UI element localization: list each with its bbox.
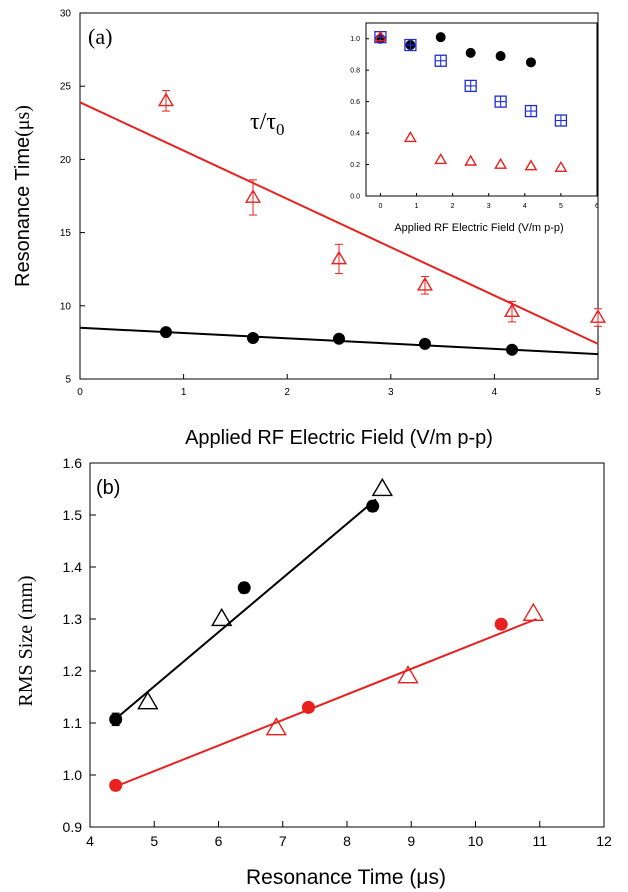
data-point: [366, 499, 380, 513]
y-tick-label: 25: [60, 82, 72, 93]
data-point: [465, 47, 476, 58]
y-tick-label: 5: [65, 375, 71, 386]
data-point: [330, 250, 348, 265]
inset-plot-area: [365, 22, 598, 197]
data-point: [333, 332, 345, 345]
y-tick-label: 0.6: [350, 99, 360, 106]
data-point: [247, 332, 260, 345]
inset-y-axis-title-sub: 0: [276, 120, 285, 139]
panel-b-label: (b): [96, 477, 120, 499]
panel-a-y-axis-title-main: Resonance Time: [12, 137, 34, 287]
x-tick-label: 5: [559, 203, 563, 210]
x-tick-label: 12: [596, 833, 612, 849]
data-point: [418, 337, 431, 350]
data-point: [464, 154, 478, 166]
x-tick-label: 3: [487, 203, 491, 210]
data-point: [157, 92, 175, 107]
y-tick-label: 0.2: [350, 162, 360, 169]
x-tick-label: 0: [77, 387, 83, 398]
x-tick-label: 4: [86, 833, 94, 849]
fit-line: [115, 498, 377, 720]
inset: 0 1 2 3 4 5 6 0.0 0.2 0.4 0.6 0.8 1.0 Applied RF Ele…: [250, 22, 599, 234]
panel-a-plot-area: [79, 12, 599, 380]
y-tick-label: 0.0: [350, 193, 360, 200]
data-point: [495, 51, 506, 62]
x-tick-label: 5: [595, 387, 601, 398]
data-point: [237, 581, 251, 595]
data-point: [494, 157, 508, 169]
x-tick-label: 4: [492, 387, 498, 398]
y-tick-label: 1.2: [63, 663, 83, 679]
y-tick-label: 1.6: [63, 455, 83, 471]
x-tick-label: 0: [378, 203, 382, 210]
data-point: [416, 276, 434, 291]
panel-b: 4 5 6 7 8 9 10 11 12 0.9 1.0 1.1 1.2 1.3 1.4 1.5 1.6 (b)…: [15, 455, 612, 889]
y-tick-label: 0.4: [350, 131, 360, 138]
panel-b-x-axis-title: Resonance Time (μs): [246, 866, 446, 889]
x-tick-label: 8: [343, 833, 351, 849]
y-tick-label: 1.3: [63, 611, 83, 627]
inset-x-axis-title: Applied RF Electric Field (V/m p-p): [394, 222, 563, 234]
data-point: [397, 665, 419, 684]
y-tick-label: 1.4: [63, 559, 83, 575]
x-tick-label: 1: [181, 387, 187, 398]
x-tick-label: 1: [415, 203, 419, 210]
data-point: [265, 717, 287, 736]
data-point: [554, 160, 568, 172]
inset-y-axis-title-main: τ/τ: [250, 109, 276, 135]
data-point: [435, 32, 446, 43]
data-point: [373, 30, 387, 42]
y-tick-label: 10: [60, 301, 72, 312]
data-point: [434, 153, 448, 165]
data-point: [244, 189, 262, 203]
x-tick-label: 9: [407, 833, 415, 849]
data-point: [525, 57, 536, 68]
data-point: [301, 700, 315, 714]
data-point: [506, 343, 519, 356]
x-tick-label: 2: [284, 387, 290, 398]
fit-line: [115, 618, 537, 788]
x-tick-label: 3: [388, 387, 394, 398]
y-tick-label: 1.5: [63, 507, 83, 523]
data-point: [589, 309, 607, 323]
y-tick-label: 30: [60, 9, 72, 20]
panel-a-x-axis-title: Applied RF Electric Field (V/m p-p): [185, 427, 493, 449]
panel-a-y-axis-title: Resonance Time(μs): [12, 105, 34, 287]
x-tick-label: 2: [451, 203, 455, 210]
data-point: [109, 778, 123, 792]
panel-b-y-axis-title: RMS Size (mm): [15, 575, 37, 706]
data-point: [503, 303, 521, 318]
x-tick-label: 7: [279, 833, 287, 849]
panel-b-plot-area: [89, 462, 605, 828]
x-tick-label: 5: [150, 833, 158, 849]
panel-a-y-axis-title-unit: (μs): [12, 105, 34, 137]
data-point: [109, 712, 123, 726]
x-tick-label: 6: [215, 833, 223, 849]
data-point: [211, 607, 233, 627]
data-point: [403, 131, 417, 143]
y-tick-label: 15: [60, 228, 72, 239]
y-tick-label: 1.0: [63, 767, 83, 783]
data-point: [137, 691, 159, 710]
y-tick-label: 20: [60, 155, 72, 166]
x-tick-label: 6: [595, 203, 599, 210]
x-tick-label: 11: [532, 833, 547, 849]
x-tick-label: 4: [523, 203, 527, 210]
data-point: [159, 326, 172, 339]
x-tick-label: 10: [468, 833, 484, 849]
data-point: [524, 159, 538, 171]
y-tick-label: 0.8: [350, 68, 360, 75]
panel-a-label: (a): [88, 24, 112, 49]
y-tick-label: 1.0: [350, 36, 360, 43]
data-point: [522, 602, 544, 621]
y-tick-label: 0.9: [63, 819, 83, 835]
data-point: [371, 477, 394, 497]
y-tick-label: 1.1: [63, 715, 83, 731]
inset-y-axis-title: τ/τ0: [250, 109, 284, 139]
data-point: [494, 617, 508, 631]
